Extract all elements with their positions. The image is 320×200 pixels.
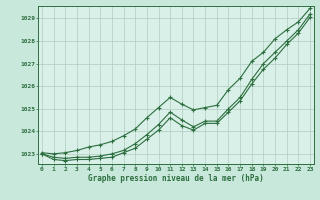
- X-axis label: Graphe pression niveau de la mer (hPa): Graphe pression niveau de la mer (hPa): [88, 174, 264, 183]
